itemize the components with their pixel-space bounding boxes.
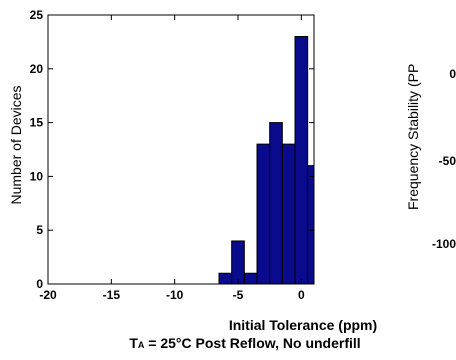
- plot-frame: [47, 14, 315, 285]
- histogram-bar: [294, 36, 309, 285]
- neighbor-tick-0: 0: [449, 67, 456, 81]
- histogram-bar: [256, 143, 271, 285]
- x-tick-label: -15: [103, 288, 121, 302]
- neighbor-tick-minus100: -100: [432, 237, 456, 251]
- histogram-bar: [281, 143, 296, 285]
- histogram-bar: [218, 272, 233, 285]
- x-tick-label: -5: [233, 288, 244, 302]
- x-axis-ticks: -20 -15 -10 -5 0: [39, 15, 305, 302]
- condition-subscript: A: [137, 340, 145, 350]
- y-axis-ticks: 0 5 10 15 20 25: [30, 8, 314, 291]
- x-axis-title: Initial Tolerance (ppm): [228, 317, 378, 333]
- y-tick-label: 10: [30, 169, 44, 183]
- plot-area: 0 5 10 15 20 25 -20 -15 -10 -5 0: [30, 8, 315, 302]
- histogram-bar: [243, 272, 258, 285]
- y-tick-label: 5: [36, 223, 43, 237]
- x-tick-label: -10: [166, 288, 184, 302]
- histogram-bar: [231, 240, 245, 285]
- histogram-bars: [218, 36, 315, 285]
- neighbor-y-axis-title: Frequency Stability (PP: [405, 64, 421, 210]
- histogram-bar: [307, 165, 315, 285]
- y-tick-label: 20: [30, 62, 44, 76]
- y-tick-label: 25: [30, 8, 44, 22]
- x-tick-label: -20: [39, 288, 57, 302]
- histogram-bar: [269, 122, 283, 285]
- neighbor-panel: Frequency Stability (PP 0 -50 -100: [405, 64, 456, 251]
- neighbor-tick-minus50: -50: [439, 154, 456, 168]
- y-tick-label: 15: [30, 116, 44, 130]
- y-axis-title: Number of Devices: [8, 85, 24, 204]
- condition-prefix: T: [129, 335, 138, 351]
- x-tick-label: 0: [298, 288, 305, 302]
- y-tick-label: 0: [36, 277, 43, 291]
- condition-text: = 25°C Post Reflow, No underfill: [144, 335, 361, 351]
- test-condition-label: TA = 25°C Post Reflow, No underfill: [45, 335, 445, 351]
